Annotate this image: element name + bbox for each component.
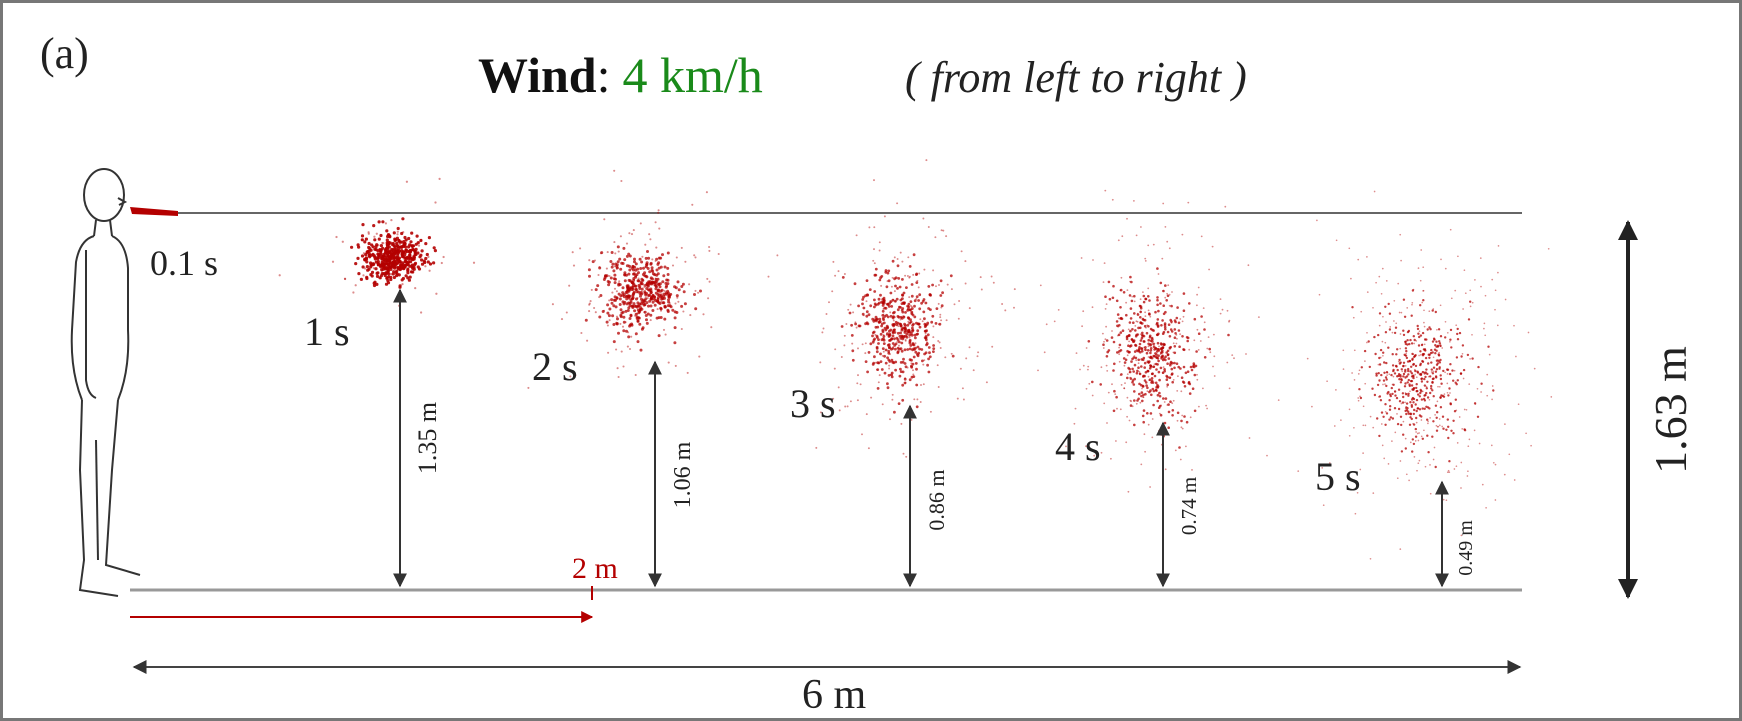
total-distance: 6 m xyxy=(802,672,867,718)
release-time: 0.1 s xyxy=(150,243,218,283)
title-prefix: Wind xyxy=(478,47,597,103)
cloud-5-time: 5 s xyxy=(1315,454,1361,499)
cloud-1-height: 1.35 m xyxy=(413,402,442,474)
title: Wind: 4 km/h xyxy=(478,47,763,103)
cloud-1-time: 1 s xyxy=(304,309,350,354)
wind-direction: ( from left to right ) xyxy=(905,53,1247,102)
cloud-2-time: 2 s xyxy=(532,344,578,389)
droplet-cloud-5 xyxy=(1266,190,1553,560)
droplet-cloud-1 xyxy=(278,177,476,314)
reference-distance: 2 m xyxy=(572,552,618,585)
cloud-4-time: 4 s xyxy=(1055,424,1101,469)
cloud-4-height: 0.74 m xyxy=(1177,477,1201,535)
title-colon: : xyxy=(597,47,611,103)
panel-label: (a) xyxy=(40,29,89,78)
droplet-clouds xyxy=(278,159,1553,560)
exhaled-jet xyxy=(130,207,178,216)
cloud-2-height: 1.06 m xyxy=(670,441,696,508)
wind-speed: 4 km/h xyxy=(623,47,763,103)
droplet-cloud-3 xyxy=(767,159,1016,458)
mouth-height: 1.63 m xyxy=(1645,346,1696,474)
droplet-cloud-4 xyxy=(1037,189,1260,493)
droplet-cloud-2 xyxy=(527,169,720,389)
cloud-5-height: 0.49 m xyxy=(1455,520,1477,576)
cloud-3-height: 0.86 m xyxy=(924,469,949,530)
cloud-3-time: 3 s xyxy=(790,381,836,426)
person-icon xyxy=(70,168,141,597)
